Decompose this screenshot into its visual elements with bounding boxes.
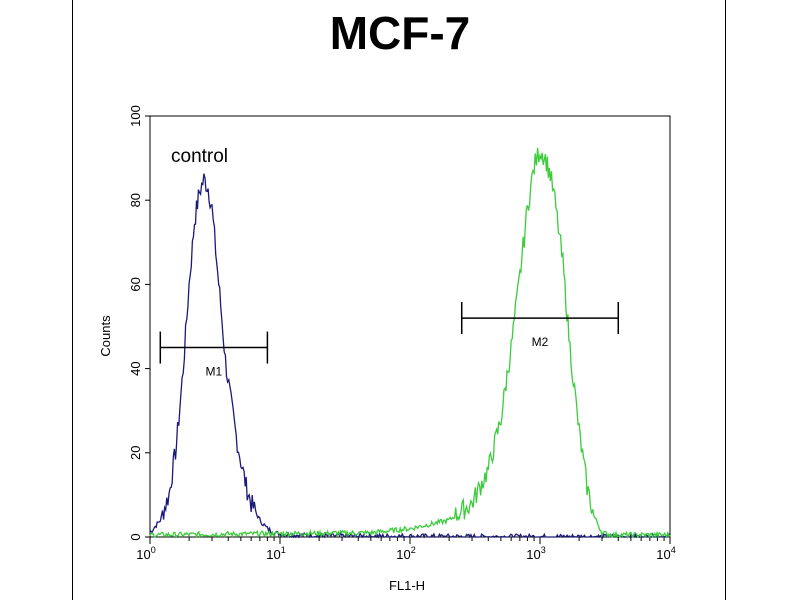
x-tick-exponent: 1 bbox=[281, 545, 286, 555]
control-annotation: control bbox=[171, 146, 228, 167]
y-tick-label: 60 bbox=[128, 277, 143, 291]
series-line-sample bbox=[149, 147, 671, 540]
x-tick-exponent: 4 bbox=[671, 545, 676, 555]
plot-area bbox=[149, 115, 671, 538]
y-tick-label: 80 bbox=[128, 193, 143, 207]
gate-label: M2 bbox=[532, 335, 549, 349]
x-tick-label: 104 bbox=[656, 545, 675, 562]
x-tick-label: 100 bbox=[136, 545, 155, 562]
x-tick-label: 103 bbox=[526, 545, 545, 562]
x-tick-label: 101 bbox=[266, 545, 285, 562]
x-tick-exponent: 2 bbox=[411, 545, 416, 555]
gate-label: M1 bbox=[206, 365, 223, 379]
y-tick-label: 40 bbox=[128, 361, 143, 375]
series-line-control bbox=[149, 173, 671, 539]
y-tick-label: 100 bbox=[128, 105, 143, 127]
figure-frame bbox=[72, 0, 726, 600]
y-tick-label: 20 bbox=[128, 446, 143, 460]
x-axis-label: FL1-H bbox=[389, 578, 425, 593]
y-axis-label: Counts bbox=[98, 315, 113, 357]
chart-title: MCF-7 bbox=[329, 7, 471, 59]
x-tick-base: 10 bbox=[396, 547, 410, 562]
x-tick-base: 10 bbox=[656, 547, 670, 562]
x-tick-label: 102 bbox=[396, 545, 415, 562]
x-tick-exponent: 0 bbox=[151, 545, 156, 555]
x-tick-base: 10 bbox=[526, 547, 540, 562]
x-tick-exponent: 3 bbox=[541, 545, 546, 555]
y-tick-label: 0 bbox=[128, 533, 143, 540]
x-tick-base: 10 bbox=[266, 547, 280, 562]
x-tick-base: 10 bbox=[136, 547, 150, 562]
